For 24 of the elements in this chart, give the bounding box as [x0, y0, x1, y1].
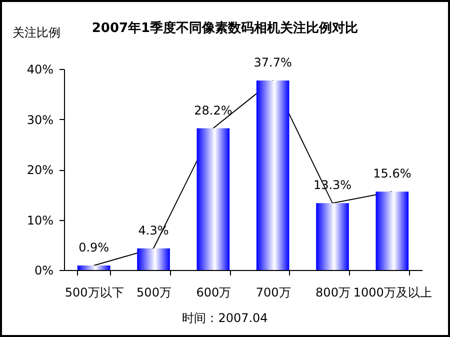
bar: [137, 248, 170, 270]
bar: [316, 203, 349, 270]
bar: [196, 128, 230, 270]
data-label: 0.9%: [78, 240, 110, 254]
text: 时间：2007.04: [181, 310, 269, 327]
chart-title: 2007年1季度不同像素数码相机关注比例对比: [92, 21, 358, 36]
y-tick-label: 20%: [26, 163, 54, 177]
y-tick-label: 10%: [26, 213, 54, 228]
y-axis-title: 关注比例: [12, 26, 60, 40]
x-tick-label: 1000万及以上: [353, 286, 432, 300]
bar: [256, 80, 290, 270]
data-label: 15.6%: [373, 166, 412, 181]
y-tick-label: 40%: [26, 62, 54, 76]
y-tick-label: 30%: [26, 112, 54, 127]
x-tick-label: 800万: [316, 286, 350, 300]
x-tick-label: 500万: [136, 286, 172, 300]
x-tick-label: 500万以下: [64, 286, 124, 300]
data-label: 28.2%: [194, 103, 232, 118]
x-tick-label: 600万: [196, 286, 232, 300]
x-tick-label: 700万: [256, 286, 291, 300]
y-tick-label: 0%: [34, 264, 54, 278]
data-label: 37.7%: [254, 56, 292, 70]
bar: [77, 265, 110, 270]
bar: [376, 192, 409, 270]
